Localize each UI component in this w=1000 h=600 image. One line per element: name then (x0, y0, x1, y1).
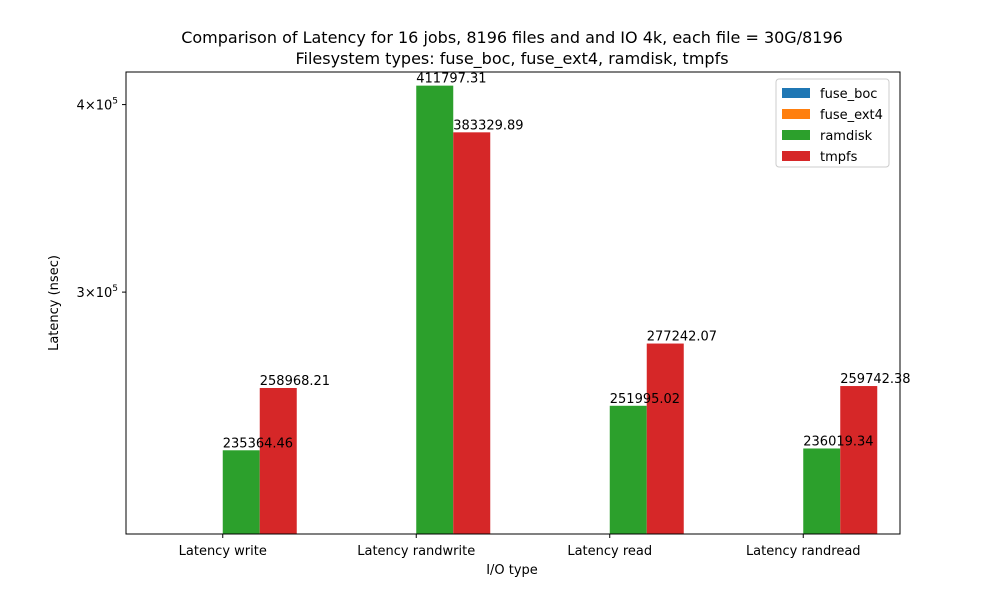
y-tick-label: 3×105 (77, 284, 118, 301)
legend-label-fuse_ext4: fuse_ext4 (820, 108, 883, 123)
bar-tmpfs-1 (453, 132, 491, 534)
data-label-tmpfs-3: 259742.38 (840, 372, 910, 387)
bar-ramdisk-3 (803, 448, 841, 534)
plot-area-frame (125, 71, 901, 535)
data-labels-layer: 235364.46 258968.21 411797.31 383329.89 2519… (223, 72, 911, 452)
legend-swatch-fuse_ext4 (782, 109, 810, 119)
legend-label-ramdisk: ramdisk (820, 129, 873, 144)
legend-box (775, 78, 890, 168)
x-tick-label: Latency randread (746, 544, 861, 559)
data-label-tmpfs-1: 383329.89 (453, 118, 523, 133)
y-axis-label: Latency (nsec) (47, 255, 62, 351)
x-tick-label: Latency randwrite (357, 544, 475, 559)
data-label-ramdisk-2: 251995.02 (610, 392, 680, 407)
bar-tmpfs-2 (646, 343, 684, 534)
bar-tmpfs-0 (259, 387, 297, 534)
data-label-ramdisk-0: 235364.46 (223, 436, 293, 451)
bars-layer (222, 85, 878, 535)
y-ticks-layer: 3×105 4×105 (77, 97, 126, 301)
y-tick-label: 4×105 (77, 97, 118, 114)
bar-ramdisk-1 (416, 85, 454, 535)
data-label-ramdisk-1: 411797.31 (416, 72, 486, 87)
legend-label-tmpfs: tmpfs (820, 150, 858, 165)
legend-swatch-fuse_boc (782, 88, 810, 98)
bar-ramdisk-2 (609, 405, 647, 534)
x-tick-label: Latency read (567, 544, 652, 559)
x-ticks-layer: Latency write Latency randwrite Latency re… (179, 534, 861, 559)
legend-swatch-tmpfs (782, 151, 810, 161)
x-tick-label: Latency write (179, 544, 267, 559)
legend-swatch-ramdisk (782, 130, 810, 140)
chart-subtitle: Filesystem types: fuse_boc, fuse_ext4, r… (295, 49, 728, 69)
data-label-tmpfs-2: 277242.07 (647, 330, 717, 345)
legend-label-fuse_boc: fuse_boc (820, 87, 877, 102)
bar-ramdisk-0 (222, 450, 260, 534)
data-label-tmpfs-0: 258968.21 (260, 374, 330, 389)
bar-tmpfs-3 (840, 386, 878, 534)
x-axis-label: I/O type (486, 563, 538, 578)
chart-title: Comparison of Latency for 16 jobs, 8196 … (181, 28, 843, 47)
data-label-ramdisk-3: 236019.34 (803, 434, 873, 449)
